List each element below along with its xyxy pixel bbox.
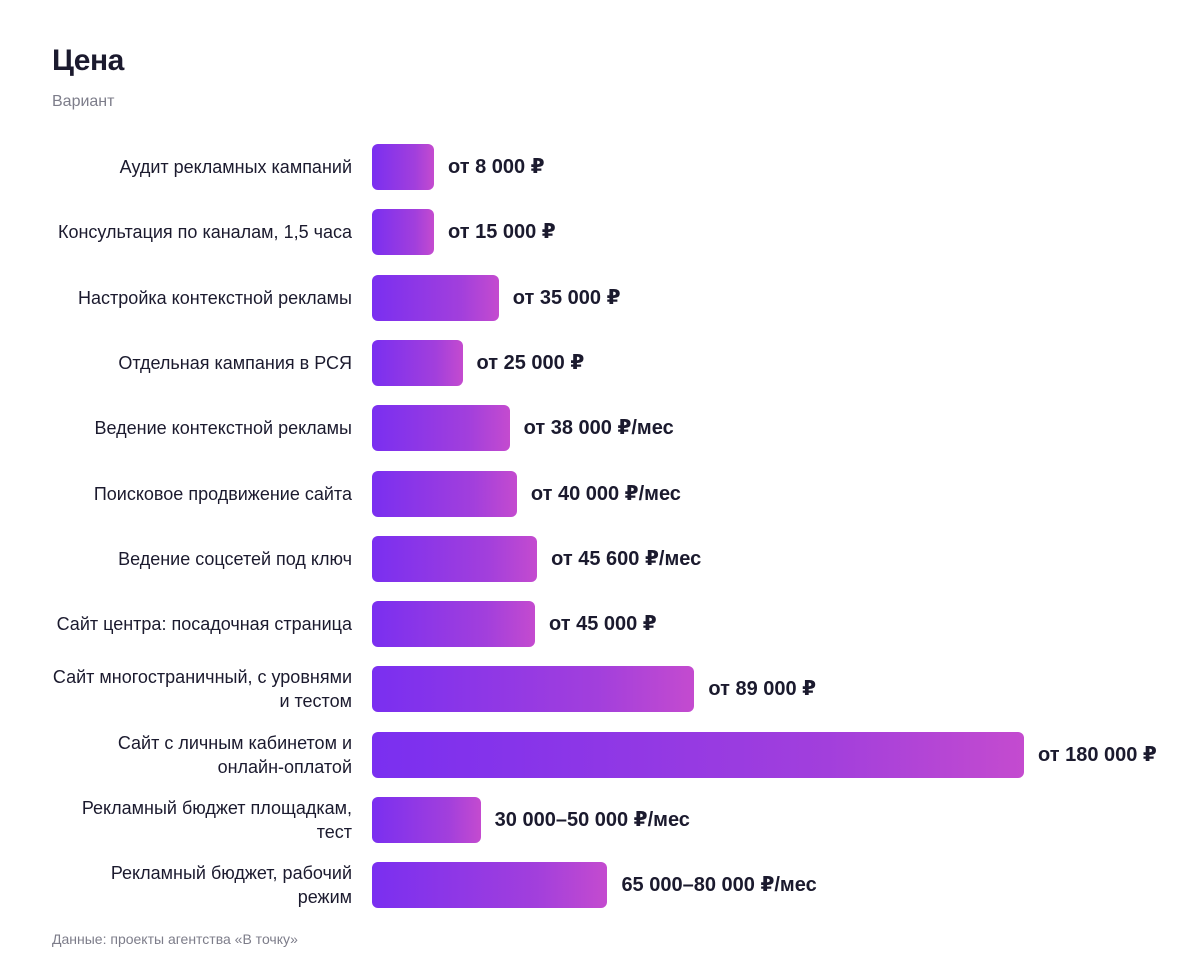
value-label: от 25 000 ₽: [476, 352, 585, 374]
value-label: от 180 000 ₽: [1038, 744, 1157, 766]
chart-subtitle: Вариант: [52, 93, 115, 110]
value-label: от 38 000 ₽/мес: [523, 417, 674, 439]
bar: [372, 536, 538, 582]
bar: [372, 471, 517, 517]
bar-row: Сайт центра: посадочная страница от 45 00…: [0, 601, 1200, 647]
category-label: Ведение контекстной рекламы: [94, 418, 352, 438]
value-label: от 89 000 ₽: [708, 678, 817, 700]
value-label: 65 000–80 000 ₽/мес: [621, 874, 817, 896]
category-label: Консультация по каналам, 1,5 часа: [58, 222, 352, 242]
bar: [372, 666, 695, 712]
bar: [372, 732, 1024, 778]
value-label: 30 000–50 000 ₽/мес: [494, 809, 690, 831]
bar-row: Сайт многостраничный, с уровнями и тесто…: [0, 666, 1200, 712]
value-label: от 15 000 ₽: [448, 221, 556, 243]
chart-title: Цена: [52, 44, 124, 77]
bar: [372, 405, 510, 451]
bar-row: Рекламный бюджет, рабочий режим 65 000–80…: [0, 862, 1200, 908]
bar-row: Отдельная кампания в РСЯ от 25 000 ₽: [0, 340, 1200, 386]
category-label: Настройка контекстной рекламы: [78, 288, 352, 308]
bar: [372, 209, 434, 255]
bar: [372, 340, 463, 386]
bar-row: Поисковое продвижение сайта от 40 000 ₽/м…: [0, 471, 1200, 517]
bar: [372, 797, 481, 843]
bar-row: Рекламный бюджет площадкам, тест 30 000–5…: [0, 797, 1200, 843]
category-label: Сайт центра: посадочная страница: [56, 614, 352, 634]
category-label: Рекламный бюджет, рабочий режим: [110, 863, 352, 907]
value-label: от 40 000 ₽/мес: [530, 483, 681, 505]
value-label: от 35 000 ₽: [512, 287, 621, 309]
category-label: Отдельная кампания в РСЯ: [118, 353, 352, 373]
value-label: от 45 600 ₽/мес: [551, 548, 702, 570]
category-label: Ведение соцсетей под ключ: [118, 549, 352, 569]
bar-row: Ведение контекстной рекламы от 38 000 ₽/м…: [0, 405, 1200, 451]
category-label: Рекламный бюджет площадкам, тест: [81, 798, 352, 842]
bar: [372, 144, 434, 190]
source-note: Данные: проекты агентства «В точку»: [52, 931, 298, 947]
bar-row: Консультация по каналам, 1,5 часа от 15 0…: [0, 209, 1200, 255]
bar-row: Сайт с личным кабинетом и онлайн-оплатой…: [0, 732, 1200, 778]
bar-row: Аудит рекламных кампаний от 8 000 ₽: [0, 144, 1200, 190]
bar-row: Настройка контекстной рекламы от 35 000 ₽: [0, 275, 1200, 321]
bar: [372, 862, 608, 908]
category-label: Поисковое продвижение сайта: [93, 484, 352, 504]
bar: [372, 275, 499, 321]
value-label: от 45 000 ₽: [549, 613, 657, 635]
bar: [372, 601, 535, 647]
category-label: Сайт с личным кабинетом и онлайн-оплатой: [117, 733, 352, 777]
category-label: Сайт многостраничный, с уровнями и тесто…: [52, 667, 352, 711]
bar-row: Ведение соцсетей под ключ от 45 600 ₽/мес: [0, 536, 1200, 582]
category-label: Аудит рекламных кампаний: [119, 157, 352, 177]
value-label: от 8 000 ₽: [448, 156, 545, 178]
